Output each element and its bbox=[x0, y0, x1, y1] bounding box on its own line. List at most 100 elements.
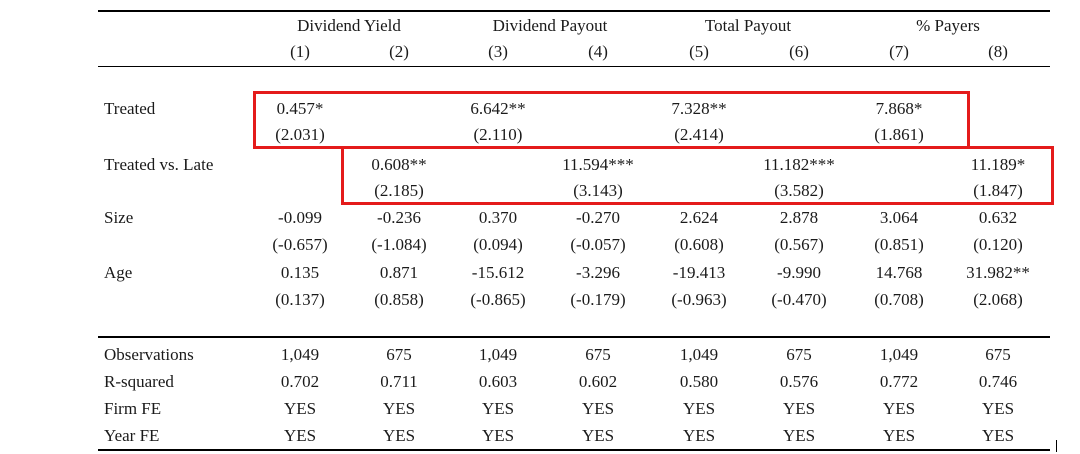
tstat-cell: (-0.470) bbox=[771, 290, 827, 309]
tstat-cell: (1.861) bbox=[874, 125, 924, 144]
stat-cell: YES bbox=[382, 399, 416, 418]
tstat-cell: (3.582) bbox=[774, 181, 824, 200]
coef-cell: 6.642** bbox=[470, 99, 526, 118]
stat-cell: 1,049 bbox=[478, 345, 518, 364]
stat-cell: 1,049 bbox=[679, 345, 719, 364]
coef-cell: -15.612 bbox=[471, 263, 525, 282]
column-header: (4) bbox=[588, 42, 608, 61]
highlight-box-treated bbox=[253, 91, 970, 149]
row-label-firm-fe: Firm FE bbox=[104, 399, 162, 418]
stat-cell: 675 bbox=[786, 345, 812, 364]
margin-tick bbox=[1056, 440, 1057, 452]
coef-cell: 0.871 bbox=[379, 263, 419, 282]
stat-cell: YES bbox=[283, 426, 317, 445]
stat-cell: 1,049 bbox=[280, 345, 320, 364]
stat-cell: 0.603 bbox=[478, 372, 518, 391]
coef-cell: 0.632 bbox=[978, 208, 1018, 227]
coef-cell: 31.982** bbox=[966, 263, 1030, 282]
coef-cell: -0.270 bbox=[576, 208, 620, 227]
coef-cell: 0.370 bbox=[478, 208, 518, 227]
tstat-cell: (0.094) bbox=[473, 235, 523, 254]
header-rule bbox=[98, 66, 1050, 67]
tstat-cell: (2.185) bbox=[374, 181, 424, 200]
row-label-year-fe: Year FE bbox=[104, 426, 160, 445]
coef-cell: 7.328** bbox=[671, 99, 727, 118]
tstat-cell: (2.414) bbox=[674, 125, 724, 144]
tstat-cell: (0.708) bbox=[874, 290, 924, 309]
bottom-rule bbox=[98, 449, 1050, 451]
row-label-treated: Treated bbox=[104, 99, 156, 118]
stat-cell: YES bbox=[782, 426, 816, 445]
stat-cell: 675 bbox=[585, 345, 611, 364]
stat-cell: YES bbox=[981, 426, 1015, 445]
tstat-cell: (-0.179) bbox=[570, 290, 626, 309]
tstat-cell: (0.137) bbox=[275, 290, 325, 309]
column-header: (7) bbox=[889, 42, 909, 61]
tstat-cell: (2.031) bbox=[275, 125, 325, 144]
stat-cell: YES bbox=[782, 399, 816, 418]
column-header: (5) bbox=[689, 42, 709, 61]
stat-cell: YES bbox=[682, 426, 716, 445]
column-header: (6) bbox=[789, 42, 809, 61]
stat-cell: YES bbox=[581, 399, 615, 418]
row-label-age: Age bbox=[104, 263, 133, 282]
coef-cell: -0.236 bbox=[377, 208, 421, 227]
row-label-treated-vs-late: Treated vs. Late bbox=[104, 155, 214, 174]
coef-cell: 0.135 bbox=[280, 263, 320, 282]
stat-cell: 675 bbox=[386, 345, 412, 364]
coef-cell: 7.868* bbox=[875, 99, 923, 118]
stat-cell: 0.602 bbox=[578, 372, 618, 391]
coef-cell: -9.990 bbox=[777, 263, 821, 282]
stat-cell: YES bbox=[481, 426, 515, 445]
stat-cell: 0.746 bbox=[978, 372, 1018, 391]
tstat-cell: (0.567) bbox=[774, 235, 824, 254]
highlight-box-treated-vs-late bbox=[341, 146, 1054, 205]
coef-cell: 2.624 bbox=[679, 208, 719, 227]
group-header-pct-payers: % Payers bbox=[916, 16, 980, 35]
stat-cell: YES bbox=[882, 426, 916, 445]
coef-cell: 3.064 bbox=[879, 208, 919, 227]
coef-cell: -19.413 bbox=[672, 263, 726, 282]
tstat-cell: (2.110) bbox=[473, 125, 523, 144]
coef-cell: 11.594*** bbox=[562, 155, 634, 174]
stat-cell: YES bbox=[882, 399, 916, 418]
group-header-total-payout: Total Payout bbox=[704, 16, 792, 35]
tstat-cell: (-1.084) bbox=[371, 235, 427, 254]
stat-cell: YES bbox=[682, 399, 716, 418]
stat-cell: 0.576 bbox=[779, 372, 819, 391]
row-label-size: Size bbox=[104, 208, 134, 227]
column-header: (3) bbox=[488, 42, 508, 61]
coef-cell: 11.182*** bbox=[763, 155, 835, 174]
stat-cell: 0.702 bbox=[280, 372, 320, 391]
tstat-cell: (0.858) bbox=[374, 290, 424, 309]
column-header: (8) bbox=[988, 42, 1008, 61]
tstat-cell: (1.847) bbox=[973, 181, 1023, 200]
stat-cell: YES bbox=[481, 399, 515, 418]
mid-rule bbox=[98, 336, 1050, 338]
group-header-dividend-yield: Dividend Yield bbox=[297, 16, 401, 35]
coef-cell: -0.099 bbox=[278, 208, 322, 227]
stat-cell: 675 bbox=[985, 345, 1011, 364]
column-header: (1) bbox=[290, 42, 310, 61]
column-header: (2) bbox=[389, 42, 409, 61]
coef-cell: 2.878 bbox=[779, 208, 819, 227]
stat-cell: YES bbox=[981, 399, 1015, 418]
coef-cell: 11.189* bbox=[970, 155, 1026, 174]
tstat-cell: (-0.963) bbox=[671, 290, 727, 309]
tstat-cell: (0.120) bbox=[973, 235, 1023, 254]
row-label-r-squared: R-squared bbox=[104, 372, 174, 391]
tstat-cell: (2.068) bbox=[973, 290, 1023, 309]
stat-cell: YES bbox=[382, 426, 416, 445]
coef-cell: -3.296 bbox=[576, 263, 620, 282]
stat-cell: 1,049 bbox=[879, 345, 919, 364]
tstat-cell: (3.143) bbox=[573, 181, 623, 200]
top-rule bbox=[98, 10, 1050, 12]
stat-cell: 0.580 bbox=[679, 372, 719, 391]
coef-cell: 0.608** bbox=[371, 155, 427, 174]
stat-cell: 0.711 bbox=[380, 372, 418, 391]
group-header-dividend-payout: Dividend Payout bbox=[492, 16, 608, 35]
tstat-cell: (0.608) bbox=[674, 235, 724, 254]
tstat-cell: (0.851) bbox=[874, 235, 924, 254]
tstat-cell: (-0.057) bbox=[570, 235, 626, 254]
